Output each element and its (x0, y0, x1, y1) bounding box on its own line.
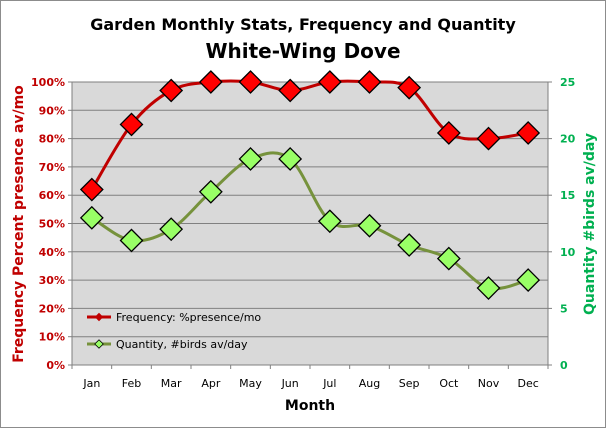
left-tick-label: 100% (31, 76, 65, 89)
left-tick-label: 90% (39, 104, 65, 117)
series-0-point (79, 177, 104, 202)
grid-lines (72, 109, 548, 338)
x-tick-label: Aug (359, 377, 380, 390)
left-tick-label: 20% (39, 302, 65, 315)
series-0-point (357, 70, 382, 94)
series-0-point (119, 112, 144, 137)
series-0-point (238, 70, 263, 94)
right-tick-label: 25 (560, 76, 575, 89)
x-tick-label: Jan (82, 377, 100, 390)
x-tick-label: Jul (322, 377, 336, 390)
left-tick-label: 0% (46, 359, 65, 372)
x-axis-ticks: Jan Feb Mar Apr May Jun Jul Aug Sep Oct Nov Dec (71, 365, 549, 390)
left-tick-label: 60% (39, 189, 65, 202)
left-tick-label: 30% (39, 274, 65, 287)
series-0-point (317, 70, 342, 94)
right-tick-label: 5 (560, 302, 568, 315)
series-1-point (476, 276, 501, 300)
legend-marker-frequency (94, 312, 104, 322)
left-axis-label: Frequency Percent presence av/mo (11, 85, 27, 363)
x-tick-label: Oct (439, 377, 459, 390)
series-0-point (516, 121, 541, 145)
chart-title: Garden Monthly Stats, Frequency and Quan… (90, 15, 516, 34)
right-axis-ticks: 0 5 10 15 20 25 (548, 76, 576, 372)
legend-label-quantity: Quantity, #birds av/day (116, 338, 248, 351)
series-1-point (357, 213, 382, 238)
series-0-point (476, 126, 501, 151)
x-tick-label: May (239, 377, 262, 390)
series-1-point (79, 205, 104, 230)
legend-marker-quantity (94, 339, 104, 349)
series-1-point (238, 147, 263, 171)
left-tick-label: 10% (39, 331, 65, 344)
legend-label-frequency: Frequency: %presence/mo (116, 311, 261, 324)
series-0-point (397, 75, 422, 100)
right-tick-label: 10 (560, 246, 576, 259)
right-tick-label: 15 (560, 189, 575, 202)
left-tick-label: 80% (39, 133, 65, 146)
series-1-point (436, 246, 461, 271)
x-tick-label: Apr (201, 377, 221, 390)
right-tick-label: 0 (560, 359, 568, 372)
x-axis-label: Month (285, 398, 335, 414)
series-1-point (397, 233, 422, 257)
chart-subtitle: White-Wing Dove (205, 39, 400, 63)
x-tick-label: Jun (281, 377, 299, 390)
series-0-point (436, 121, 461, 145)
x-tick-label: Mar (161, 377, 182, 390)
right-tick-label: 20 (560, 133, 576, 146)
x-tick-label: Nov (478, 377, 500, 390)
series-0-point (159, 78, 184, 103)
left-tick-label: 40% (39, 246, 65, 259)
series-1-point (278, 147, 303, 171)
left-tick-label: 50% (39, 218, 65, 231)
x-tick-label: Feb (122, 377, 141, 390)
left-tick-label: 70% (39, 161, 65, 174)
series-1-point (317, 209, 342, 234)
series-1-point (516, 268, 541, 293)
series-layer (79, 70, 541, 300)
series-1-point (198, 179, 223, 204)
series-0-point (198, 70, 223, 94)
legend: Frequency: %presence/mo Quantity, #birds… (87, 311, 261, 351)
series-1-point (159, 217, 184, 242)
series-1-point (119, 228, 144, 253)
left-axis-ticks: 0% 10% 20% 30% 40% 50% 60% 70% 80% 90% 100% (31, 76, 72, 372)
right-axis-label: Quantity #birds av/day (582, 133, 598, 315)
series-0-point (278, 78, 303, 103)
x-tick-label: Dec (518, 377, 539, 390)
x-tick-label: Sep (399, 377, 420, 390)
